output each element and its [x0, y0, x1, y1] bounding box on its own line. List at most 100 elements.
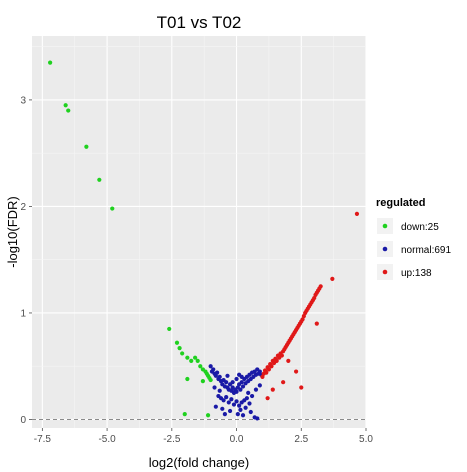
normal-point-56 [227, 408, 233, 414]
normal-point-46 [231, 402, 237, 407]
normal-point-4 [213, 373, 218, 378]
up-point-46 [330, 276, 335, 281]
down-point-23 [182, 412, 187, 417]
normal-point-7 [217, 374, 222, 379]
legend-marker-down [382, 223, 388, 229]
normal-point-48 [237, 403, 242, 408]
y-tick-label-3: 3 [20, 95, 26, 106]
axis-ticks [29, 99, 367, 431]
normal-point-2 [211, 367, 216, 372]
up-point-15 [279, 353, 284, 358]
y-tick-labels: 0 1 2 3 [20, 95, 26, 426]
normal-point-59 [248, 409, 253, 415]
up-point-11 [274, 358, 279, 363]
up-point-40 [312, 295, 317, 301]
plot-panel [32, 36, 366, 428]
down-point-10 [185, 355, 190, 360]
up-point-50 [286, 358, 291, 363]
down-point-21 [200, 379, 205, 384]
down-point-9 [180, 351, 185, 356]
normal-point-12 [224, 380, 229, 385]
down-point-20 [208, 377, 213, 383]
legend: regulated down:25 normal:691 up:138 [376, 197, 451, 280]
data-points [48, 60, 360, 421]
y-tick-label-0: 0 [20, 415, 26, 426]
normal-point-20 [234, 389, 239, 394]
normal-point-71 [253, 387, 259, 392]
legend-label-up: up:138 [401, 268, 432, 279]
up-point-32 [301, 314, 306, 319]
normal-point-43 [224, 395, 229, 400]
up-point-0 [260, 374, 265, 379]
up-point-31 [300, 317, 305, 322]
up-point-52 [265, 396, 270, 401]
up-point-54 [293, 369, 299, 374]
normal-point-44 [226, 400, 231, 405]
normal-point-23 [238, 387, 243, 392]
down-point-22 [185, 376, 190, 382]
down-point-8 [177, 346, 182, 351]
down-point-1 [63, 103, 68, 108]
down-point-24 [205, 413, 211, 418]
up-point-45 [318, 284, 323, 289]
y-tick-label-2: 2 [20, 202, 26, 213]
up-point-48 [314, 321, 319, 326]
normal-point-24 [239, 380, 244, 385]
y-axis-title: -log10(FDR) [5, 196, 20, 268]
normal-point-0 [208, 364, 213, 369]
down-point-4 [97, 177, 102, 182]
x-tick-label-4: 2.5 [294, 434, 308, 445]
x-tick-label-2: -2.5 [163, 434, 181, 445]
down-point-6 [167, 326, 172, 332]
down-point-13 [195, 358, 200, 363]
normal-point-52 [247, 401, 252, 406]
legend-marker-normal [382, 246, 388, 252]
down-point-3 [84, 144, 89, 149]
up-point-53 [281, 380, 286, 385]
down-point-5 [110, 206, 115, 211]
normal-point-70 [257, 383, 262, 388]
x-tick-label-3: 0.0 [230, 434, 244, 445]
up-point-47 [354, 211, 360, 216]
normal-point-54 [213, 404, 218, 409]
up-point-3 [264, 370, 269, 375]
down-point-7 [174, 340, 180, 345]
normal-point-69 [237, 372, 242, 377]
legend-title: regulated [376, 197, 426, 209]
down-point-0 [48, 60, 53, 65]
normal-point-62 [240, 413, 246, 418]
down-point-12 [193, 355, 198, 360]
x-tick-label-1: -5.0 [98, 434, 116, 445]
up-point-5 [266, 367, 272, 372]
legend-label-normal: normal:691 [401, 245, 451, 256]
up-point-51 [270, 387, 275, 392]
normal-point-72 [212, 385, 217, 390]
normal-point-45 [229, 397, 234, 402]
normal-point-68 [225, 373, 230, 378]
down-point-14 [198, 364, 203, 369]
normal-point-5 [215, 370, 220, 375]
normal-point-53 [249, 393, 255, 399]
chart-title: T01 vs T02 [157, 13, 242, 32]
normal-point-65 [230, 380, 235, 385]
legend-entries: down:25 normal:691 up:138 [377, 218, 451, 280]
normal-point-66 [234, 376, 239, 382]
normal-point-60 [222, 412, 227, 417]
normal-point-57 [238, 407, 243, 412]
up-point-49 [299, 385, 304, 390]
normal-point-58 [243, 405, 248, 410]
normal-point-51 [244, 396, 249, 401]
down-point-11 [189, 358, 194, 363]
x-axis-title: log2(fold change) [149, 455, 249, 470]
normal-point-47 [234, 399, 239, 404]
normal-point-38 [257, 369, 262, 374]
normal-point-61 [235, 412, 240, 417]
x-tick-label-5: 5.0 [359, 434, 373, 445]
legend-label-down: down:25 [401, 222, 439, 233]
up-point-7 [269, 364, 274, 369]
normal-point-25 [240, 384, 246, 389]
normal-point-74 [246, 390, 251, 395]
y-tick-label-1: 1 [20, 308, 26, 319]
x-tick-labels: -7.5 -5.0 -2.5 0.0 2.5 5.0 [34, 434, 374, 445]
normal-point-73 [217, 388, 222, 393]
